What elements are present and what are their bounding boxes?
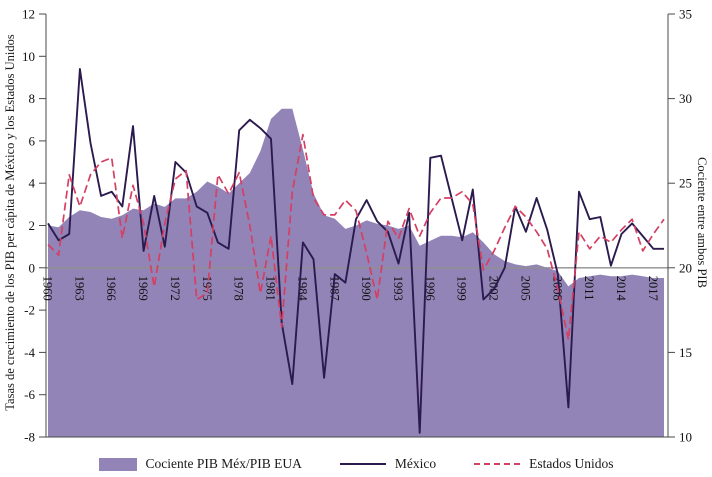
right-axis-title: Cociente entre ambos PIB: [695, 157, 709, 288]
x-tick-label: 2005: [518, 276, 532, 301]
left-tick-label: 10: [22, 49, 35, 64]
left-tick-label: 2: [29, 218, 36, 233]
left-tick-label: -6: [24, 387, 35, 402]
legend-swatch-estados-unidos: [474, 463, 521, 465]
legend-label-cociente: Cociente PIB Méx/PIB EUA: [145, 456, 302, 471]
legend-item-estados-unidos: Estados Unidos: [474, 456, 614, 472]
line-mexico: [47, 68, 664, 434]
legend-swatch-cociente: [98, 457, 137, 471]
left-tick-label: -8: [24, 430, 35, 445]
x-tick-label: 2011: [582, 276, 596, 301]
x-tick-label: 1999: [455, 276, 469, 301]
x-tick-label: 1966: [104, 276, 118, 301]
legend: Cociente PIB Méx/PIB EUA México Estados …: [0, 456, 712, 472]
left-tick-label: 4: [29, 176, 36, 191]
x-tick-label: 1963: [72, 276, 86, 301]
legend-label-estados-unidos: Estados Unidos: [529, 456, 614, 471]
left-axis-title: Tasas de crecimiento de los PIB per cápi…: [3, 34, 17, 411]
legend-label-mexico: México: [394, 456, 437, 471]
right-tick-label: 20: [679, 260, 692, 275]
right-tick-label: 25: [679, 176, 692, 191]
x-tick-label: 1975: [200, 276, 214, 301]
x-tick-label: 1972: [168, 276, 182, 301]
x-tick-label: 2017: [646, 276, 660, 301]
legend-item-cociente: Cociente PIB Méx/PIB EUA: [98, 456, 302, 472]
right-tick-label: 35: [679, 7, 692, 22]
right-tick-label: 15: [679, 345, 692, 360]
x-tick-label: 1969: [136, 276, 150, 301]
left-tick-label: -4: [24, 345, 35, 360]
x-tick-label: 1990: [359, 276, 373, 301]
legend-swatch-mexico: [339, 463, 386, 465]
left-tick-label: 6: [29, 133, 36, 148]
right-tick-label: 10: [679, 430, 692, 445]
left-tick-label: 0: [29, 260, 36, 275]
line-estados-unidos: [47, 133, 665, 341]
x-tick-label: 2014: [614, 276, 628, 302]
left-tick-label: 8: [29, 91, 36, 106]
x-tick-label: 1978: [232, 276, 246, 301]
legend-item-mexico: México: [339, 456, 437, 472]
right-tick-label: 30: [679, 91, 692, 106]
x-tick-label: 1981: [264, 276, 278, 301]
x-tick-label: 1993: [391, 276, 405, 301]
left-tick-label: -2: [24, 303, 35, 318]
area-cociente: [48, 108, 664, 438]
x-tick-label: 1960: [41, 276, 55, 301]
x-tick-label: 1984: [295, 276, 309, 302]
left-tick-label: 12: [22, 7, 35, 22]
